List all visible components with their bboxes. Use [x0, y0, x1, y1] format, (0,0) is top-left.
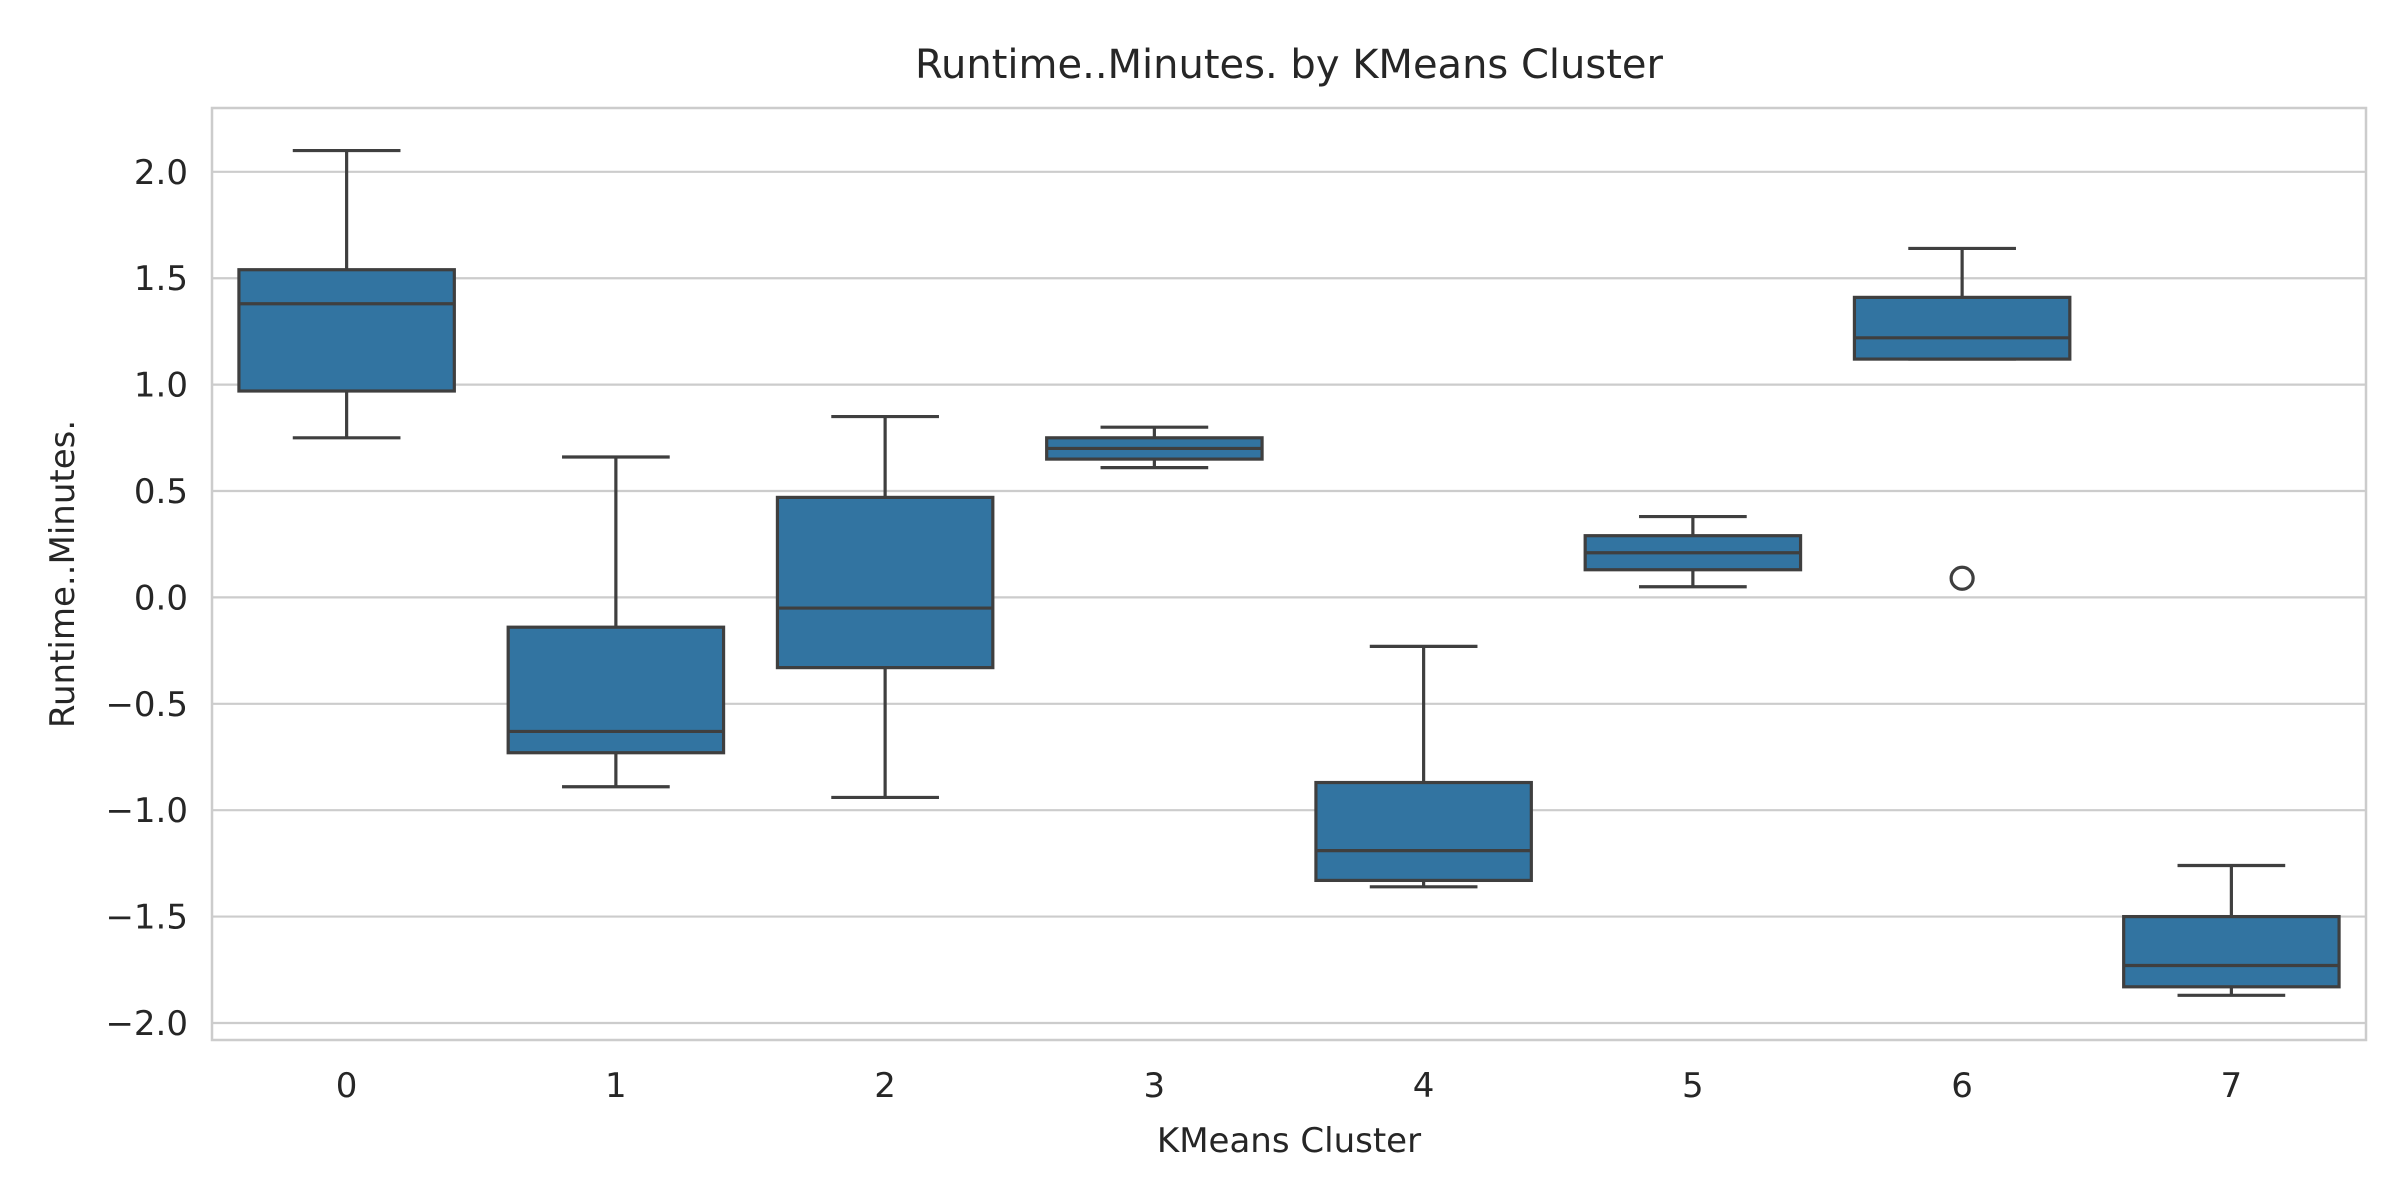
y-tick-label: 0.0	[134, 578, 188, 618]
box-cluster-0	[237, 148, 456, 440]
iqr-box	[506, 625, 726, 755]
y-tick-label: −1.0	[105, 791, 188, 831]
x-tick-label: 1	[605, 1066, 627, 1106]
iqr-box	[2122, 914, 2341, 989]
y-tick-label: −2.0	[105, 1004, 188, 1044]
x-axis-label: KMeans Cluster	[1157, 1121, 1421, 1161]
x-tick-label: 6	[1951, 1066, 1973, 1106]
x-tick-label: 5	[1682, 1066, 1704, 1106]
iqr-box	[1852, 295, 2072, 361]
y-tick-label: 0.5	[134, 472, 188, 512]
box-cluster-4	[1314, 644, 1533, 889]
y-tick-labels: 2.0 1.5 1.0 0.5 0.0 −0.5 −1.0 −1.5 −2.0	[105, 153, 188, 1044]
outlier-point	[1949, 565, 1975, 591]
boxes	[237, 148, 2341, 997]
x-tick-labels: 0 1 2 3 4 5 6 7	[336, 1066, 2242, 1106]
box-cluster-3	[1045, 425, 1264, 470]
box-cluster-2	[775, 414, 995, 800]
y-axis-label: Runtime..Minutes.	[43, 420, 83, 728]
iqr-box	[775, 495, 995, 670]
y-tick-label: −1.5	[105, 898, 188, 938]
y-tick-label: −0.5	[105, 685, 188, 725]
box-cluster-6	[1852, 246, 2072, 591]
x-tick-label: 0	[336, 1066, 358, 1106]
chart-title: Runtime..Minutes. by KMeans Cluster	[915, 42, 1663, 88]
x-tick-label: 7	[2221, 1066, 2243, 1106]
x-tick-label: 3	[1144, 1066, 1166, 1106]
y-tick-label: 1.0	[134, 366, 188, 406]
y-tick-label: 1.5	[134, 259, 188, 299]
plot-frame	[210, 106, 2368, 1042]
iqr-box	[1314, 780, 1533, 883]
box-cluster-1	[506, 455, 726, 789]
y-tick-label: 2.0	[134, 153, 188, 193]
x-tick-label: 2	[874, 1066, 896, 1106]
iqr-box	[237, 268, 456, 393]
box-cluster-7	[2122, 863, 2341, 997]
box-cluster-5	[1583, 514, 1803, 589]
x-tick-label: 4	[1413, 1066, 1435, 1106]
